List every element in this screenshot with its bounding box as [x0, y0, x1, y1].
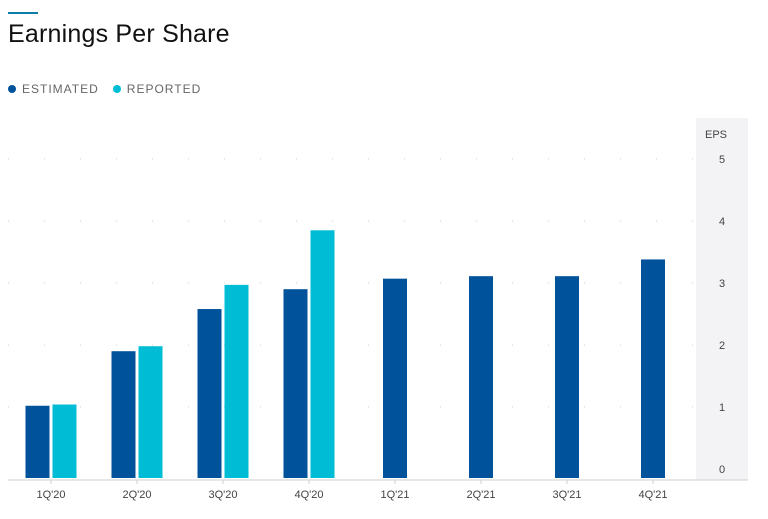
bar-estimated	[469, 276, 493, 478]
bar-reported	[52, 404, 77, 478]
chart-title: Earnings Per Share	[8, 20, 230, 48]
x-tick-label: 1Q'21	[380, 489, 409, 501]
legend-dot-estimated-icon	[8, 85, 16, 93]
legend: ESTIMATED REPORTED	[8, 82, 201, 96]
y-tick-label: 5	[719, 154, 725, 166]
x-tick-label: 1Q'20	[36, 489, 65, 501]
legend-item-estimated[interactable]: ESTIMATED	[8, 82, 99, 96]
y-tick-label: 2	[719, 340, 725, 352]
bar-estimated	[197, 309, 222, 478]
y-tick-label: 1	[719, 402, 725, 414]
bar-reported	[138, 346, 163, 478]
y-axis-panel	[696, 118, 748, 480]
bar-reported	[224, 284, 249, 478]
x-tick-label: 4Q'21	[638, 489, 667, 501]
bar-estimated	[283, 289, 308, 478]
y-tick-label: 4	[719, 216, 725, 228]
title-accent-line	[8, 12, 38, 14]
y-tick-label: 0	[719, 464, 725, 476]
legend-item-reported[interactable]: REPORTED	[112, 82, 202, 96]
x-tick-label: 3Q'21	[552, 489, 581, 501]
bar-estimated	[555, 276, 579, 478]
x-tick-label: 3Q'20	[208, 489, 237, 501]
bar-estimated	[383, 278, 407, 478]
bar-estimated	[641, 259, 665, 478]
x-tick-label: 2Q'21	[466, 489, 495, 501]
y-tick-label: 3	[719, 278, 725, 290]
y-axis-title: EPS	[705, 129, 727, 141]
legend-label-reported: REPORTED	[126, 82, 202, 96]
legend-dot-reported-icon	[112, 85, 121, 93]
bar-estimated	[111, 351, 136, 478]
bar-estimated	[25, 405, 50, 478]
legend-label-estimated: ESTIMATED	[22, 82, 99, 96]
x-tick-label: 2Q'20	[122, 489, 151, 501]
bar-reported	[310, 230, 335, 478]
x-tick-label: 4Q'20	[294, 489, 323, 501]
